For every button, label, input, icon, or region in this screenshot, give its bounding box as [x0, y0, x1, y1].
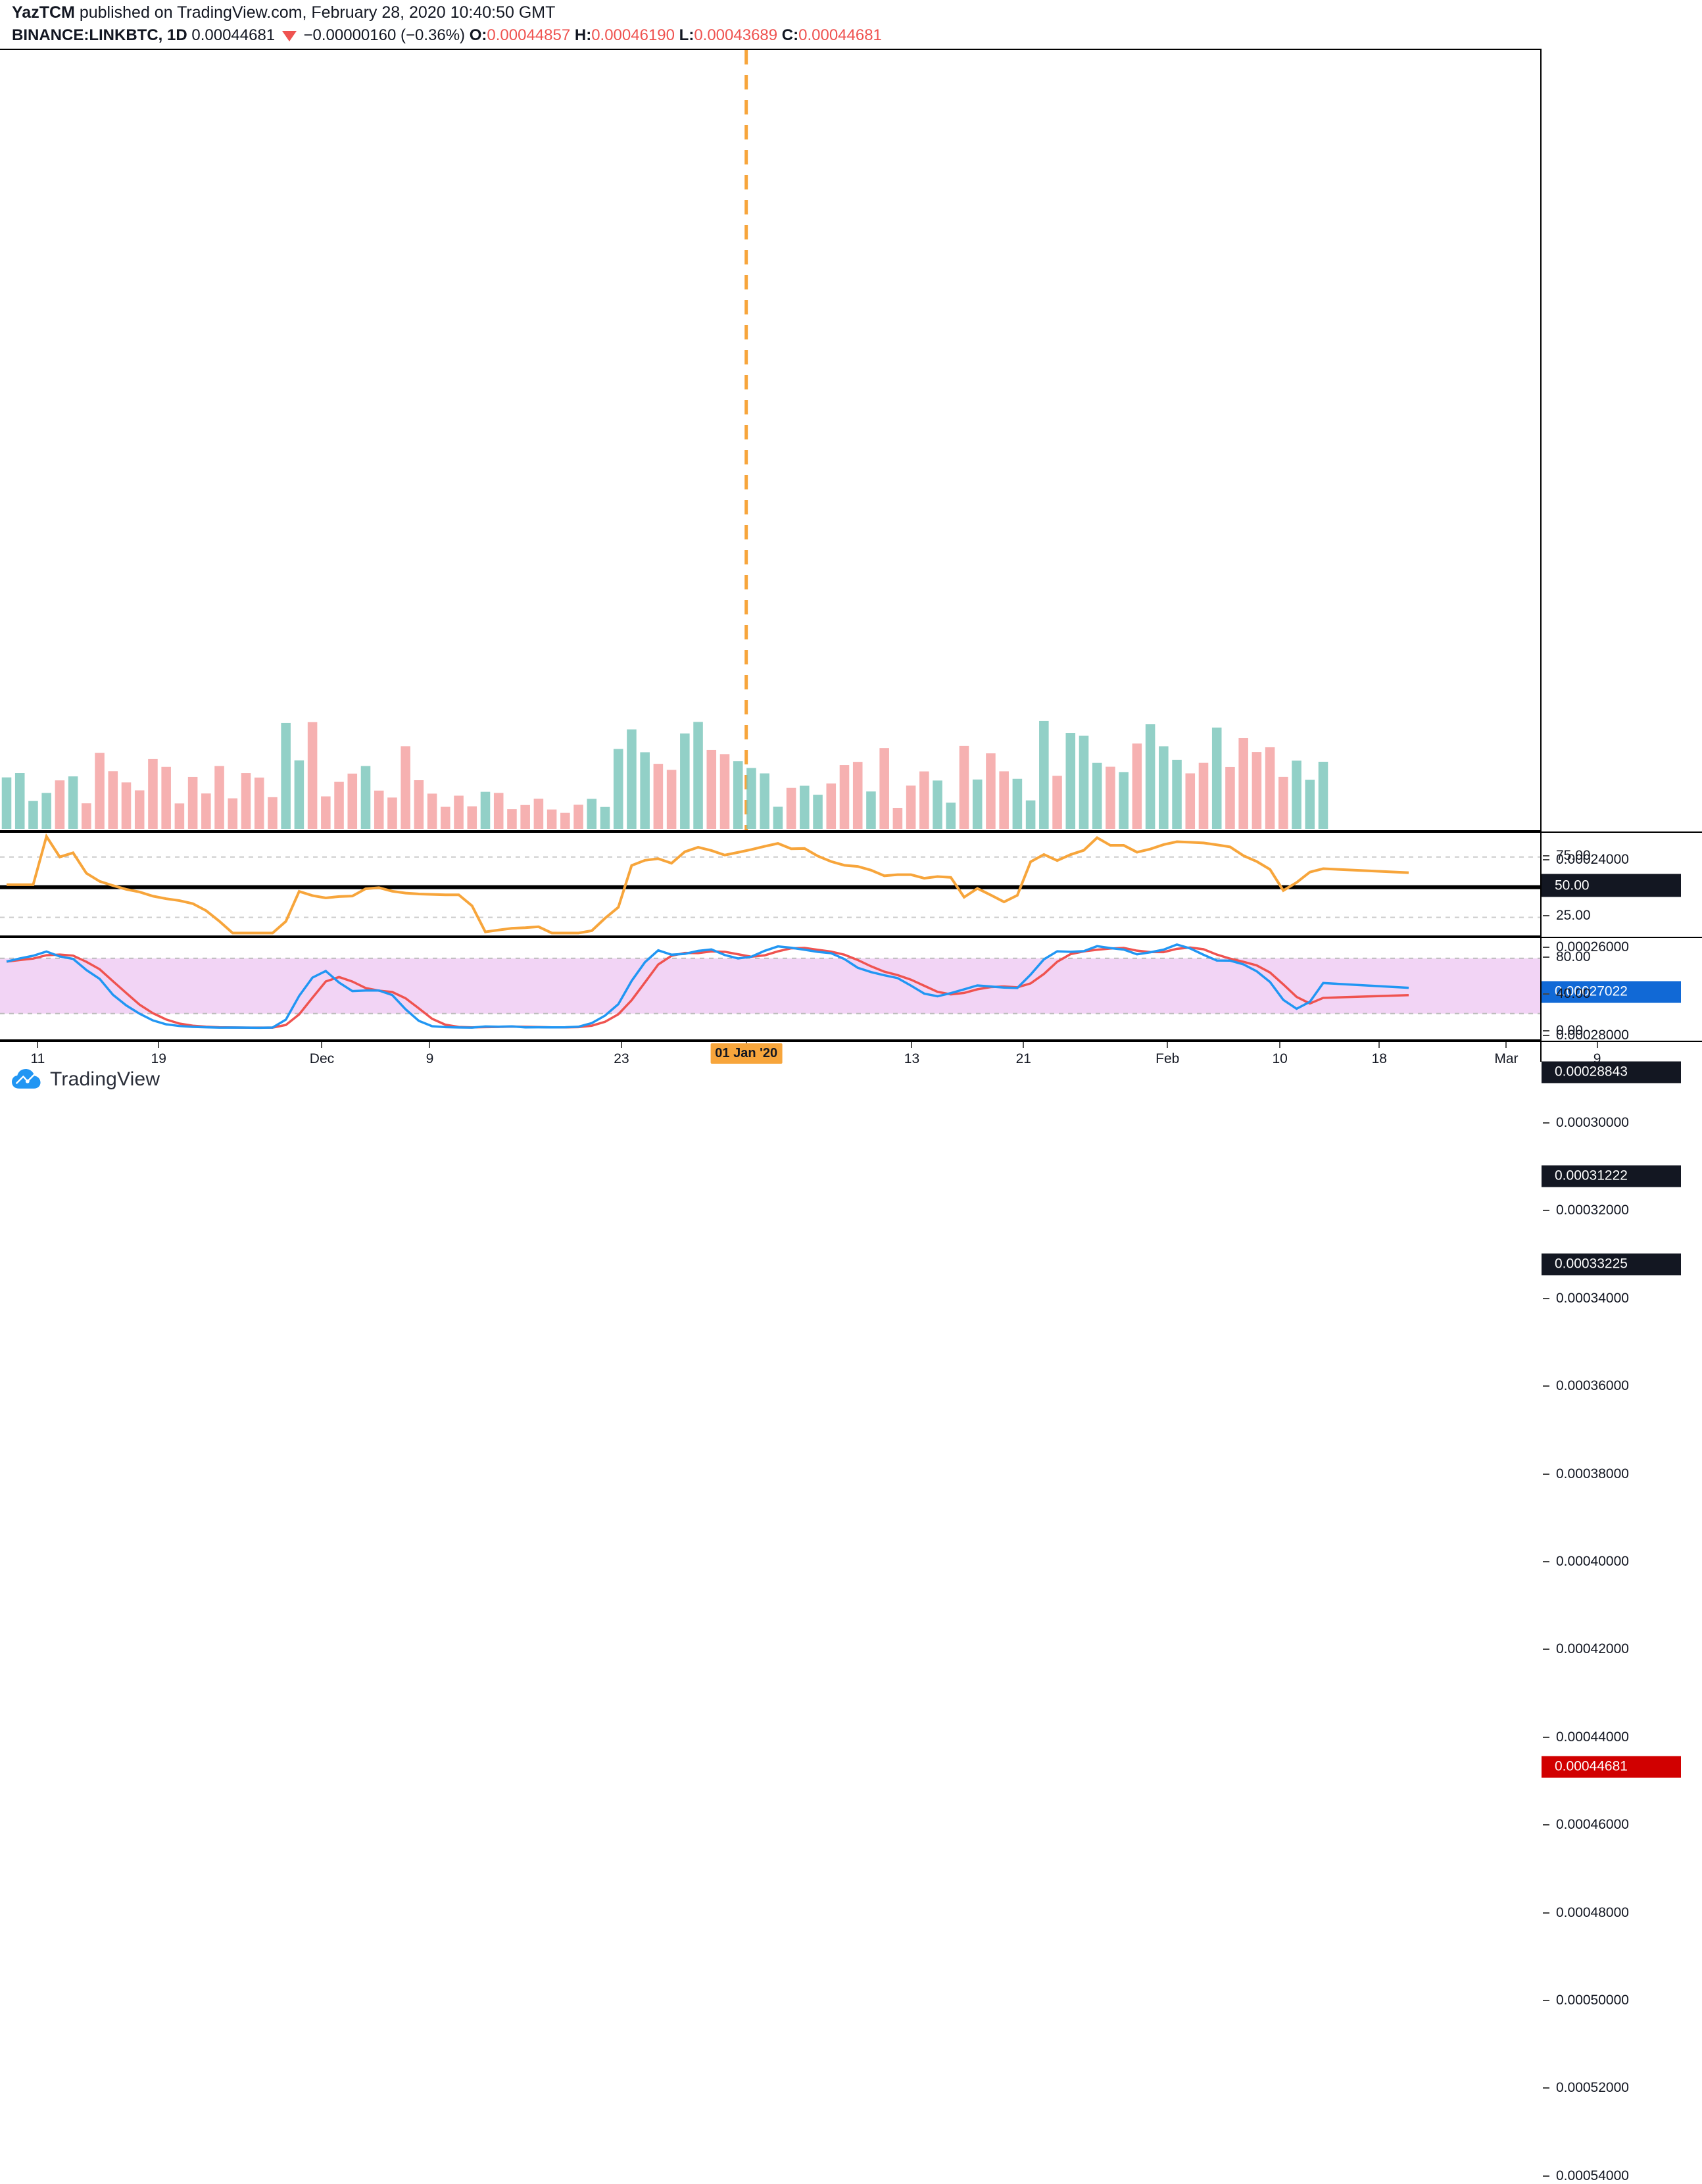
change-percent: (−0.36%): [400, 26, 466, 44]
time-axis-tick: 9: [426, 1051, 434, 1066]
stochastic-axis-tick: 40.00: [1556, 985, 1591, 1001]
rsi-svg: [0, 833, 1540, 935]
time-axis-tick: 10: [1272, 1051, 1288, 1066]
stochastic-axis-tick: 0.00: [1556, 1022, 1583, 1038]
price-axis-badge[interactable]: 0.00033225: [1542, 1253, 1681, 1276]
ticker-symbol[interactable]: BINANCE:LINKBTC: [12, 26, 158, 44]
price-axis-tick: 0.00042000: [1556, 1641, 1629, 1657]
close-label: C:: [781, 26, 799, 44]
open-value: 0.00044857: [487, 26, 571, 44]
price-axis-tick: 0.00030000: [1556, 1114, 1629, 1130]
rsi-pane[interactable]: [0, 831, 1540, 937]
time-axis-tick: 23: [614, 1051, 629, 1066]
price-plot-area[interactable]: 1.414(0.00053967)1.272(0.00052218)1.618(…: [0, 50, 1540, 830]
time-axis[interactable]: 11 19 Dec 9 23 01 Jan '20 13 21 Feb 10 18 Mar 9: [0, 1041, 1601, 1066]
price-axis-tick: 0.00040000: [1556, 1553, 1629, 1569]
publication-header: YazTCM published on TradingView.com, Feb…: [12, 3, 555, 22]
price-axis-tick: 0.00024000: [1556, 851, 1629, 867]
rsi-axis-tick: 75.00: [1556, 847, 1591, 863]
price-axis-tick: 0.00048000: [1556, 1904, 1629, 1920]
footer-brand-text: TradingView: [50, 1068, 160, 1090]
price-axis-tick: 0.00034000: [1556, 1290, 1629, 1306]
price-axis-badge[interactable]: 0.00044681: [1542, 1756, 1681, 1778]
price-axis-tick: 0.00026000: [1556, 939, 1629, 955]
price-axis-tick: 0.00028000: [1556, 1027, 1629, 1043]
change-absolute: −0.00000160: [303, 26, 397, 44]
price-axis-tick: 0.00050000: [1556, 1993, 1629, 2008]
time-axis-tick: 13: [904, 1051, 920, 1066]
published-text: published on TradingView.com, February 2…: [79, 3, 556, 22]
author-name: YazTCM: [12, 3, 75, 22]
stochastic-plot-area[interactable]: [0, 938, 1540, 1039]
low-label: L:: [679, 26, 694, 44]
time-axis-tick: 21: [1015, 1051, 1031, 1066]
price-axis-tick: 0.00038000: [1556, 1466, 1629, 1481]
tradingview-chart-screenshot: YazTCM published on TradingView.com, Feb…: [0, 3, 1702, 2183]
high-label: H:: [574, 26, 592, 44]
stochastic-axis-tick: 80.00: [1556, 949, 1591, 964]
time-axis-tick: Dec: [309, 1051, 335, 1066]
ticker-interval[interactable]: 1D: [167, 26, 187, 44]
axis-divider: [1540, 831, 1702, 833]
time-axis-tick: 18: [1371, 1051, 1387, 1066]
price-axis-tick: 0.00046000: [1556, 1817, 1629, 1833]
candlestick-svg: [1, 50, 1328, 830]
time-axis-tick: 9: [1593, 1051, 1601, 1066]
last-price: 0.00044681: [191, 26, 276, 44]
time-axis-tick: 11: [30, 1051, 45, 1066]
stochastic-svg: [0, 943, 1540, 1030]
ticker-quote-line: BINANCE:LINKBTC, 1D 0.00044681 −0.000001…: [12, 26, 882, 44]
open-label: O:: [469, 26, 487, 44]
price-axis-badge[interactable]: 0.00028843: [1542, 1061, 1681, 1083]
axis-corner: [1540, 1041, 1702, 1062]
triangle-down-icon: [281, 31, 297, 41]
price-pane[interactable]: 1.414(0.00053967)1.272(0.00052218)1.618(…: [0, 49, 1540, 831]
price-axis-badge[interactable]: 0.00031222: [1542, 1165, 1681, 1187]
stochastic-axis[interactable]: 80.00 40.00 0.00: [1540, 937, 1702, 1041]
price-axis-badge[interactable]: 0.00027022: [1542, 981, 1681, 1003]
time-axis-tick: Feb: [1155, 1051, 1180, 1066]
price-axis-tick: 0.00044000: [1556, 1729, 1629, 1745]
time-axis-tick: Mar: [1494, 1051, 1519, 1066]
price-axis[interactable]: 0.00054000 0.00052000 0.00050000 0.00048000…: [1540, 49, 1702, 2183]
rsi-axis[interactable]: 75.00 25.00 50.00: [1540, 831, 1702, 937]
price-axis-tick: 0.00052000: [1556, 2080, 1629, 2096]
time-axis-badge[interactable]: 01 Jan '20: [710, 1043, 783, 1064]
price-axis-tick: 0.00036000: [1556, 1378, 1629, 1394]
rsi-plot-area[interactable]: [0, 833, 1540, 935]
low-value: 0.00043689: [694, 26, 778, 44]
chart-frame: 1.414(0.00053967)1.272(0.00052218)1.618(…: [0, 49, 1702, 2183]
rsi-midline-badge[interactable]: 50.00: [1542, 875, 1681, 897]
tradingview-cloud-logo: [12, 1068, 41, 1089]
stochastic-pane[interactable]: [0, 937, 1540, 1041]
price-axis-tick: 0.00032000: [1556, 1203, 1629, 1218]
time-axis-tick: 19: [151, 1051, 166, 1066]
close-value: 0.00044681: [798, 26, 882, 44]
rsi-axis-tick: 25.00: [1556, 908, 1591, 924]
footer-brand: TradingView: [12, 1068, 160, 1091]
high-value: 0.00046190: [591, 26, 675, 44]
price-axis-tick: 0.00054000: [1556, 2168, 1629, 2183]
axis-divider: [1540, 937, 1702, 938]
